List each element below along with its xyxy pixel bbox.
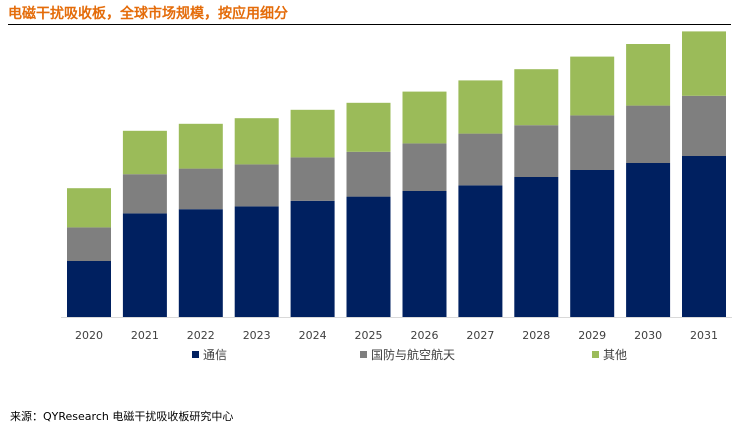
source-note: 来源：QYResearch 电磁干扰吸收板研究中心	[10, 410, 234, 423]
x-tick-label: 2020	[75, 329, 103, 342]
x-tick-label: 2024	[299, 329, 327, 342]
x-tick-label: 2027	[466, 329, 494, 342]
bar-2030-series-1	[626, 105, 671, 163]
x-tick-label: 2028	[522, 329, 550, 342]
legend-swatch-0	[192, 351, 199, 358]
legend-label-1: 国防与航空航天	[371, 347, 455, 362]
page-title: 电磁干扰吸收板，全球市场规模，按应用细分	[8, 6, 288, 22]
bar-2030-series-0	[626, 163, 671, 317]
bar-2030-series-2	[626, 44, 671, 106]
x-tick-label: 2023	[243, 329, 271, 342]
legend-swatch-1	[360, 351, 367, 358]
bar-2027-series-2	[458, 80, 503, 134]
bar-2027-series-1	[458, 133, 503, 186]
bar-2023-series-2	[234, 118, 279, 165]
bar-2024-series-0	[290, 200, 335, 317]
bar-2031-series-0	[682, 156, 726, 317]
bar-2031-series-2	[682, 31, 726, 96]
bar-2023-series-1	[234, 164, 279, 207]
bar-2022-series-0	[178, 209, 223, 317]
x-tick-label: 2021	[131, 329, 159, 342]
bar-2021-series-0	[122, 213, 167, 317]
bar-2025-series-2	[346, 102, 391, 152]
bar-2026-series-0	[402, 191, 447, 317]
bar-2020-series-2	[67, 188, 111, 228]
bar-2028-series-2	[514, 69, 559, 126]
bars-group	[67, 31, 726, 317]
bar-2025-series-0	[346, 196, 391, 317]
bar-2027-series-0	[458, 185, 503, 317]
bar-2029-series-2	[570, 56, 615, 116]
x-tick-label: 2022	[187, 329, 215, 342]
bar-2024-series-1	[290, 157, 335, 201]
bar-2020-series-1	[67, 227, 111, 261]
bar-2026-series-2	[402, 91, 447, 144]
x-tick-label: 2029	[578, 329, 606, 342]
x-tick-label: 2025	[355, 329, 383, 342]
legend: 通信 国防与航空航天 其他	[192, 347, 627, 362]
bar-2021-series-2	[122, 130, 167, 175]
legend-label-0: 通信	[203, 348, 227, 362]
title-divider	[8, 24, 731, 25]
bar-2031-series-1	[682, 95, 726, 156]
x-tick-label: 2026	[411, 329, 439, 342]
x-tick-label: 2031	[690, 329, 718, 342]
legend-swatch-2	[592, 351, 599, 358]
bar-2028-series-0	[514, 177, 559, 317]
bar-2029-series-0	[570, 170, 615, 317]
bar-2025-series-1	[346, 151, 391, 197]
bar-2028-series-1	[514, 125, 559, 177]
bar-2022-series-2	[178, 123, 223, 169]
bar-2023-series-0	[234, 206, 279, 317]
bar-2029-series-1	[570, 115, 615, 170]
bar-2024-series-2	[290, 109, 335, 158]
x-tick-labels: 2020 2021 2022 2023 2024 2025 2026 2027 2028 2029…	[75, 329, 718, 342]
bar-2026-series-1	[402, 143, 447, 191]
x-tick-label: 2030	[634, 329, 662, 342]
legend-label-2: 其他	[603, 348, 627, 362]
bar-2020-series-0	[67, 261, 111, 317]
bar-2022-series-1	[178, 168, 223, 210]
bar-2021-series-1	[122, 174, 167, 214]
